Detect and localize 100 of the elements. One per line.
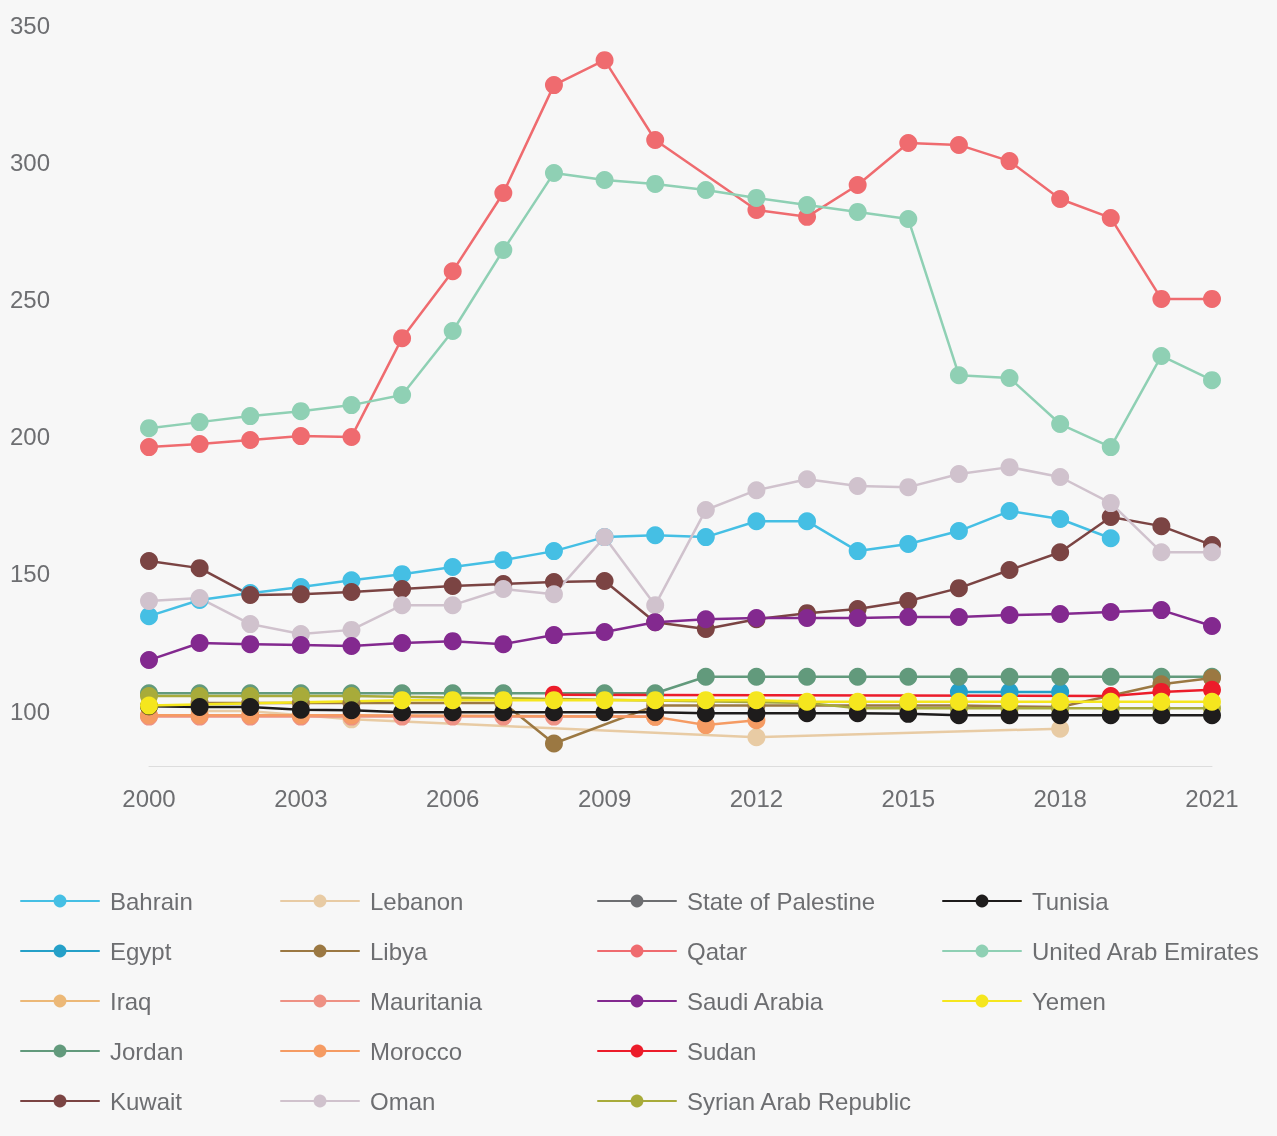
point: [899, 210, 918, 229]
point: [848, 202, 867, 221]
point: [241, 635, 260, 654]
point: [291, 635, 310, 654]
point: [140, 438, 158, 457]
point: [393, 691, 412, 710]
point: [747, 481, 766, 500]
legend-label: Egypt: [110, 937, 172, 965]
point: [1101, 438, 1120, 457]
point: [1051, 692, 1070, 711]
point: [1101, 494, 1120, 513]
legend-label: Oman: [370, 1087, 436, 1115]
point: [190, 559, 209, 578]
point: [190, 435, 209, 454]
point: [443, 576, 462, 595]
y-tick-label: 350: [10, 11, 51, 39]
x-tick-label: 2018: [1033, 784, 1087, 812]
point: [595, 572, 614, 591]
point: [798, 196, 817, 215]
x-tick-label: 2012: [729, 784, 784, 812]
point: [1101, 692, 1120, 711]
point: [1051, 543, 1070, 562]
point: [1051, 667, 1070, 686]
point: [1101, 667, 1120, 686]
legend-label: Libya: [370, 937, 429, 965]
point: [140, 551, 158, 570]
point: [342, 637, 361, 656]
point: [291, 427, 310, 446]
point: [798, 609, 817, 628]
point: [696, 180, 715, 199]
legend-label: Syrian Arab Republic: [687, 1087, 912, 1115]
point: [1152, 543, 1171, 562]
point: [393, 596, 412, 615]
point: [544, 542, 563, 561]
point: [1051, 190, 1070, 208]
point: [747, 188, 766, 207]
point: [899, 478, 918, 497]
x-tick-label: 2003: [274, 784, 328, 812]
legend-label: Iraq: [110, 987, 152, 1015]
y-tick-label: 300: [10, 148, 51, 176]
point: [140, 607, 158, 626]
legend-label: Morocco: [370, 1037, 463, 1065]
point: [949, 667, 968, 686]
point: [747, 691, 766, 710]
point: [899, 607, 918, 626]
point: [190, 698, 209, 716]
point: [494, 635, 513, 654]
x-tick-label: 2021: [1185, 784, 1239, 812]
point: [646, 596, 665, 615]
point: [747, 728, 766, 747]
point: [1000, 606, 1019, 625]
point: [798, 470, 817, 489]
legend-label: Lebanon: [370, 887, 464, 915]
legend-label: Kuwait: [110, 1087, 183, 1115]
point: [1000, 152, 1019, 171]
point: [241, 407, 260, 426]
y-tick-label: 250: [10, 285, 51, 313]
point: [696, 667, 715, 686]
point: [949, 692, 968, 711]
x-tick-label: 2006: [426, 784, 480, 812]
point: [140, 592, 158, 611]
x-tick-label: 2015: [881, 784, 935, 812]
legend-label: State of Palestine: [687, 887, 876, 915]
point: [696, 528, 715, 547]
point: [1152, 346, 1171, 365]
legend-label: Yemen: [1032, 987, 1106, 1015]
point: [443, 558, 462, 577]
point: [342, 583, 361, 601]
point: [1152, 289, 1171, 308]
point: [848, 542, 867, 561]
point: [342, 427, 361, 446]
legend-label: Saudi Arabia: [687, 987, 824, 1015]
point: [1000, 368, 1019, 387]
legend-label: Jordan: [110, 1037, 184, 1065]
point: [899, 667, 918, 686]
point: [1203, 692, 1221, 711]
point: [393, 634, 412, 653]
point: [190, 413, 209, 432]
point: [747, 667, 766, 686]
point: [696, 500, 715, 519]
point: [646, 131, 665, 149]
point: [393, 565, 412, 584]
point: [544, 76, 563, 95]
point: [190, 634, 209, 653]
point: [393, 385, 412, 404]
point: [1203, 617, 1221, 636]
y-tick-label: 200: [10, 423, 51, 451]
point: [544, 734, 563, 753]
point: [1203, 543, 1221, 562]
point: [696, 691, 715, 710]
point: [342, 620, 361, 639]
point: [1152, 692, 1171, 711]
point: [949, 366, 968, 385]
point: [291, 402, 310, 421]
point: [1051, 510, 1070, 528]
point: [848, 176, 867, 194]
point: [696, 610, 715, 629]
point: [241, 430, 260, 449]
y-tick-label: 150: [10, 560, 51, 588]
point: [747, 512, 766, 531]
